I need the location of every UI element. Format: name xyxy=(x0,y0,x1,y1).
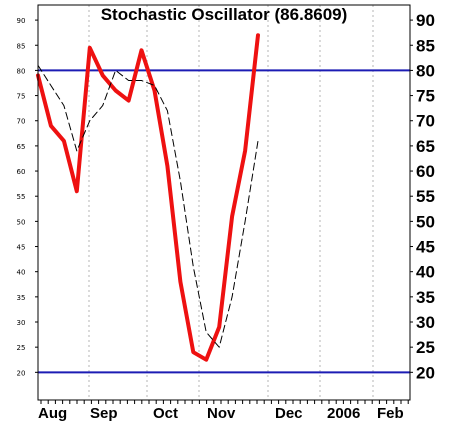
y-axis-ticks: 20 20 25 25 30 30 35 35 40 40 45 45 50 50 55 55 60 60 65 65… xyxy=(17,11,435,382)
x-tick-label: Aug xyxy=(38,405,67,422)
stochastic-d-line xyxy=(37,64,259,348)
y-tick-label-left: 90 xyxy=(17,17,26,25)
y-tick-label-right: 70 xyxy=(416,112,435,131)
y-tick-label-left: 55 xyxy=(17,193,26,201)
y-tick-label-left: 60 xyxy=(17,168,26,176)
y-tick-label-right: 75 xyxy=(416,87,435,106)
y-tick-label-right: 45 xyxy=(416,238,435,257)
y-tick-label-right: 20 xyxy=(416,363,435,382)
y-tick-label-left: 85 xyxy=(17,42,26,50)
y-tick-label-right: 40 xyxy=(416,263,435,282)
y-tick-label-left: 25 xyxy=(17,344,26,352)
y-tick-label-right: 35 xyxy=(416,288,435,307)
x-tick-label: Sep xyxy=(90,405,118,422)
y-tick-label-left: 65 xyxy=(17,143,26,151)
x-tick-label: Oct xyxy=(153,405,178,422)
y-tick-label-right: 90 xyxy=(416,11,435,30)
y-tick-label-right: 60 xyxy=(416,162,435,181)
y-tick-label-left: 75 xyxy=(17,93,26,101)
y-tick-label-left: 20 xyxy=(17,369,26,377)
y-tick-label-right: 65 xyxy=(416,137,435,156)
stochastic-k-line xyxy=(36,33,260,362)
x-tick-label: Nov xyxy=(207,405,236,422)
y-tick-label-left: 35 xyxy=(17,294,26,302)
series-group xyxy=(36,33,260,362)
x-tick-label: 2006 xyxy=(327,405,360,422)
y-tick-label-right: 50 xyxy=(416,212,435,231)
chart-title: Stochastic Oscillator (86.8609) xyxy=(101,5,348,24)
x-tick-label: Feb xyxy=(377,405,404,422)
y-tick-label-left: 70 xyxy=(17,118,26,126)
y-tick-label-left: 80 xyxy=(17,67,26,75)
y-tick-label-left: 50 xyxy=(17,218,26,226)
y-tick-label-left: 30 xyxy=(17,319,26,327)
plot-frame xyxy=(37,4,411,401)
y-tick-label-right: 80 xyxy=(416,61,435,80)
x-axis-ticks: Aug Sep Oct Nov Dec 2006 Feb xyxy=(38,400,409,422)
y-tick-label-right: 55 xyxy=(416,187,435,206)
x-tick-label: Dec xyxy=(275,405,303,422)
y-tick-label-right: 85 xyxy=(416,36,435,55)
y-tick-label-left: 45 xyxy=(17,244,26,252)
y-tick-label-left: 40 xyxy=(17,269,26,277)
y-tick-label-right: 30 xyxy=(416,313,435,332)
y-tick-label-right: 25 xyxy=(416,338,435,357)
